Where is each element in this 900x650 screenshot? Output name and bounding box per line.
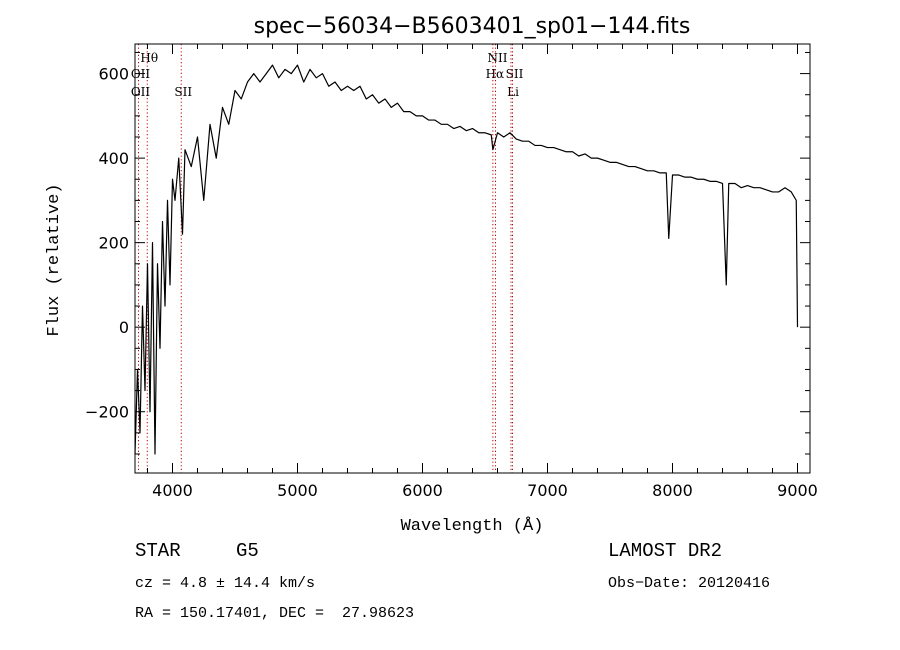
marker-label: SII [174,85,192,99]
redshift-readout: cz = 4.8 ± 14.4 km/s [135,575,316,592]
x-tick-label: 7000 [527,481,568,500]
object-subclass: G5 [236,540,259,562]
y-axis-label: Flux (relative) [45,183,64,336]
x-tick-label: 4000 [152,481,193,500]
chart-title: spec−56034−B5603401_sp01−144.fits [254,14,691,39]
plot-border [134,43,811,474]
y-tick-label: 600 [98,65,129,84]
plot-frame [134,43,811,474]
coordinates: RA = 150.17401, DEC = 27.98623 [135,605,415,622]
marker-label: OII [131,85,151,99]
marker-label: SII [506,67,524,81]
marker-label: NII [488,51,508,65]
y-tick-label: 200 [98,234,129,253]
survey-name: LAMOST DR2 [608,540,723,562]
spectrum-line [134,64,799,455]
marker-label: Hα [486,67,505,81]
x-axis-ticks: 4000 5000 6000 7000 8000 9000 [147,44,818,500]
x-tick-label: 9000 [777,481,818,500]
y-tick-label: 400 [98,149,129,168]
y-axis-ticks: −200 0 200 400 600 [85,51,810,455]
marker-label: Li [507,85,519,99]
object-class: STAR [135,540,181,562]
spectrum-series [134,64,799,455]
obs-date: Obs−Date: 20120416 [608,575,771,592]
x-tick-label: 6000 [402,481,443,500]
marker-label: Hθ [140,51,158,65]
x-tick-label: 5000 [277,481,318,500]
y-tick-label: 0 [119,318,129,337]
x-axis-label: Wavelength (Å) [401,517,544,536]
y-tick-label: −200 [85,403,129,422]
x-tick-label: 8000 [652,481,693,500]
